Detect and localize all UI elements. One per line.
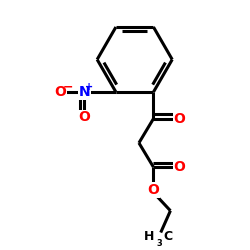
Text: O: O: [78, 110, 90, 124]
Text: O: O: [174, 160, 186, 174]
Text: N: N: [78, 85, 90, 99]
Text: O: O: [54, 85, 66, 99]
Text: O: O: [174, 112, 186, 126]
Text: O: O: [148, 183, 160, 197]
Text: H: H: [144, 230, 155, 243]
Text: C: C: [163, 230, 172, 243]
Text: −: −: [62, 80, 73, 93]
Text: +: +: [85, 82, 93, 92]
Text: 3: 3: [156, 238, 162, 248]
